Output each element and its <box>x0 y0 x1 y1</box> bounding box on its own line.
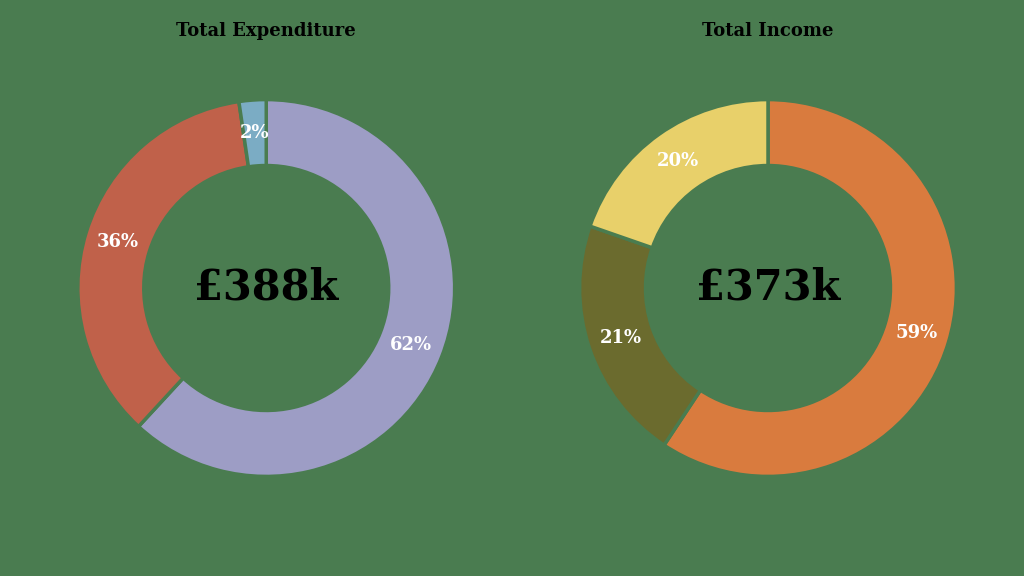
Text: 20%: 20% <box>656 152 699 170</box>
Wedge shape <box>78 101 249 426</box>
Wedge shape <box>665 100 956 476</box>
Title: Total Expenditure: Total Expenditure <box>176 22 356 40</box>
Text: 21%: 21% <box>600 329 642 347</box>
Wedge shape <box>590 100 768 248</box>
Title: Total Income: Total Income <box>702 22 834 40</box>
Text: 2%: 2% <box>240 124 269 142</box>
Text: 62%: 62% <box>390 336 432 354</box>
Text: 36%: 36% <box>96 233 139 251</box>
Wedge shape <box>138 100 455 476</box>
Text: £388k: £388k <box>195 267 338 309</box>
Wedge shape <box>580 226 700 445</box>
Text: £373k: £373k <box>696 267 840 309</box>
Text: 59%: 59% <box>896 324 938 342</box>
Wedge shape <box>239 100 266 167</box>
